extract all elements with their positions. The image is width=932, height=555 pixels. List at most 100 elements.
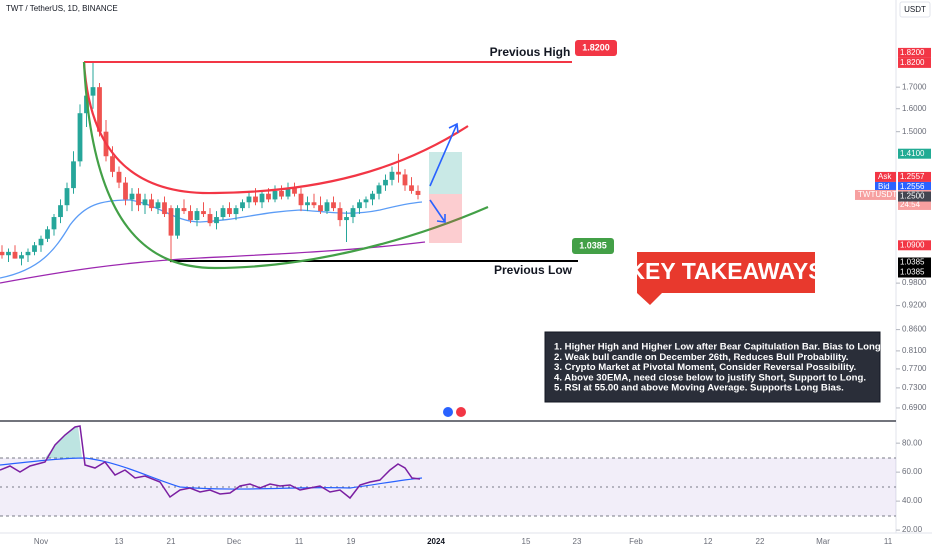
resistance-curve	[82, 61, 469, 195]
rsi-band	[0, 458, 896, 516]
up-arrow	[429, 122, 459, 187]
previous-high-tag: 1.8200	[582, 42, 610, 52]
candle-body	[175, 208, 180, 236]
time-label: 11	[295, 537, 304, 546]
candle-body	[409, 185, 414, 191]
candle-body	[285, 188, 291, 197]
candle-body	[363, 199, 369, 203]
y-tick-label: 0.8100	[902, 346, 927, 355]
price-tag-box	[898, 47, 931, 58]
candle-body	[45, 229, 50, 239]
price-tag-name: TWTUSDT	[858, 190, 897, 199]
candle-body	[32, 245, 37, 252]
takeaways-box	[544, 331, 881, 403]
candle-body	[376, 185, 382, 194]
y-tick-label: 0.9200	[902, 301, 927, 310]
candle-body	[337, 208, 343, 221]
time-label: 2024	[427, 537, 445, 546]
y-tick-label: 1.7000	[902, 82, 927, 91]
y-tick-label: 0.6900	[902, 403, 927, 412]
rsi-ma	[0, 457, 423, 490]
candle-body	[415, 190, 421, 195]
candle-body	[123, 182, 128, 200]
support-curve	[82, 61, 489, 270]
candle-body	[51, 217, 57, 230]
price-tag-box	[898, 191, 931, 202]
y-tick-label: 0.7300	[902, 383, 927, 392]
down-arrow	[429, 199, 446, 223]
candle-body	[110, 156, 115, 172]
takeaway-line: 3. Crypto Market at Pivotal Moment, Cons…	[554, 362, 856, 373]
candle-body	[0, 251, 5, 256]
candle-body	[97, 87, 102, 132]
candle-body	[12, 251, 18, 259]
time-label: Nov	[34, 537, 48, 546]
candle-body	[227, 208, 232, 215]
candle-body	[298, 193, 304, 206]
y-tick-label: 0.8600	[902, 325, 927, 334]
flags	[443, 407, 466, 417]
candle-body	[25, 251, 31, 256]
previous-high-label: Previous High	[490, 45, 571, 59]
candle-body	[396, 171, 401, 175]
candle-body	[168, 208, 174, 236]
rsi-line	[0, 425, 421, 500]
price-tag-box	[898, 240, 931, 251]
candle-body	[357, 202, 362, 209]
price-tag-name-box	[875, 171, 896, 182]
price-tag: 1.0385	[900, 258, 925, 267]
rsi-tick-label: 40.00	[902, 496, 923, 505]
candle-body	[305, 202, 310, 206]
previous-low-tag: 1.0385	[579, 240, 607, 250]
takeaways-banner	[637, 252, 815, 305]
candle-body	[64, 188, 70, 206]
price-tag-box	[898, 257, 931, 268]
previous-high-tag-box	[575, 40, 617, 56]
candle-body	[214, 217, 219, 224]
price-tag-box	[898, 148, 931, 159]
candle-body	[201, 211, 206, 215]
rsi-overbought-fill	[45, 426, 82, 458]
candle-body	[77, 113, 83, 162]
price-tag-box	[898, 181, 931, 192]
time-label: 11	[884, 537, 893, 546]
candle-body	[266, 193, 271, 200]
candle-body	[350, 208, 356, 218]
target-zone	[429, 152, 462, 194]
candle-body	[142, 199, 148, 206]
price-tag-box	[898, 57, 931, 68]
y-tick-label: 0.9800	[902, 278, 927, 287]
y-tick-label: 1.5000	[902, 127, 927, 136]
time-label: 19	[347, 537, 356, 546]
candle-body	[90, 87, 96, 96]
time-label: 23	[573, 537, 582, 546]
candle-body	[181, 208, 187, 212]
time-label: 21	[167, 537, 176, 546]
takeaway-line: 5. RSI at 55.00 and above Moving Average…	[554, 383, 844, 394]
candle-body	[220, 208, 226, 218]
candle-body	[155, 202, 161, 209]
currency[interactable]: USDT	[904, 5, 926, 14]
candle-body	[162, 202, 167, 215]
candle-body	[344, 217, 349, 221]
currency-box[interactable]	[899, 1, 931, 18]
takeaway-line: 2. Weak bull candle on December 26th, Re…	[554, 352, 848, 363]
price-tag: 1.0900	[900, 240, 925, 249]
takeaways-title: KEY TAKEAWAYS	[628, 258, 823, 284]
price-tag-name-box	[855, 189, 896, 200]
rsi-tick-label: 60.00	[902, 467, 923, 476]
symbol: TWT / TetherUS, 1D, BINANCE	[6, 4, 118, 13]
price-tag-name: Bid	[878, 182, 890, 191]
previous-low-tag-box	[572, 238, 614, 254]
candle-body	[272, 190, 278, 200]
rsi-tick-label: 20.00	[902, 525, 923, 534]
candle-body	[233, 208, 239, 215]
time-label: 12	[704, 537, 713, 546]
candle-body	[188, 211, 193, 221]
price-tag-name: Ask	[878, 172, 892, 181]
time-label: 13	[115, 537, 124, 546]
time-label: 15	[522, 537, 531, 546]
candle-body	[253, 196, 258, 203]
price-tag: 1.8200	[900, 48, 925, 57]
